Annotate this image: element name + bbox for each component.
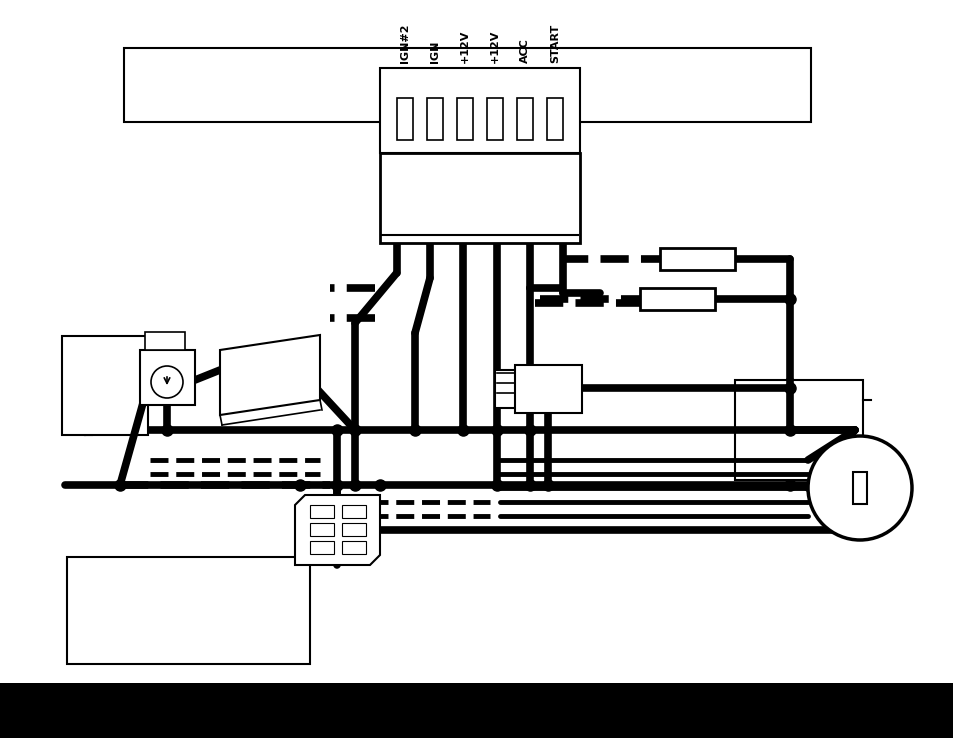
Text: START: START xyxy=(550,24,559,63)
Circle shape xyxy=(151,366,183,398)
Polygon shape xyxy=(294,495,379,565)
Bar xyxy=(426,97,442,140)
Bar xyxy=(486,97,502,140)
Bar xyxy=(515,365,581,413)
Bar xyxy=(517,97,533,140)
Bar xyxy=(456,97,473,140)
Bar xyxy=(0,683,953,738)
Bar xyxy=(379,68,579,153)
Bar xyxy=(639,288,714,310)
Polygon shape xyxy=(220,335,319,415)
Text: +12V: +12V xyxy=(490,30,499,63)
Bar xyxy=(67,557,310,664)
Text: IGN#2: IGN#2 xyxy=(399,24,410,63)
Bar xyxy=(495,370,517,408)
Bar xyxy=(341,523,366,536)
Bar xyxy=(546,97,562,140)
Text: IGN: IGN xyxy=(430,41,439,63)
Bar xyxy=(341,541,366,554)
Bar xyxy=(659,248,734,270)
Text: ACC: ACC xyxy=(519,38,530,63)
Bar xyxy=(396,97,413,140)
Bar xyxy=(852,472,866,504)
Bar xyxy=(62,336,148,435)
Text: +12V: +12V xyxy=(459,30,470,63)
Bar xyxy=(124,48,810,122)
Bar xyxy=(140,350,194,405)
Bar xyxy=(310,541,334,554)
Bar xyxy=(734,380,862,480)
Bar xyxy=(145,332,185,350)
Bar xyxy=(310,523,334,536)
Bar xyxy=(379,153,579,243)
Bar xyxy=(341,505,366,518)
Bar xyxy=(310,505,334,518)
Circle shape xyxy=(807,436,911,540)
